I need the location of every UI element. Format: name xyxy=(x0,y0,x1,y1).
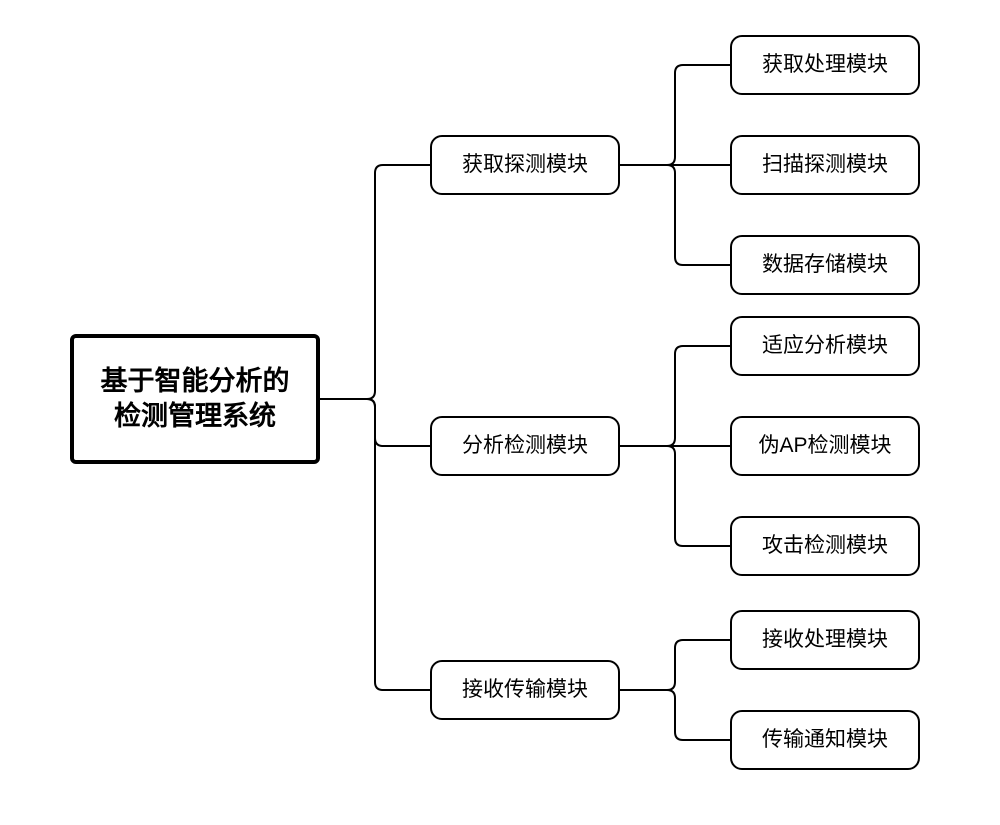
leaf-node-0: 获取处理模块 xyxy=(730,35,920,95)
mid-node-1-label: 分析检测模块 xyxy=(462,432,588,459)
mid-node-2-label: 接收传输模块 xyxy=(462,676,588,703)
leaf-node-3: 适应分析模块 xyxy=(730,316,920,376)
root-node-label: 基于智能分析的 检测管理系统 xyxy=(101,364,290,434)
leaf-node-3-label: 适应分析模块 xyxy=(762,332,888,359)
root-node: 基于智能分析的 检测管理系统 xyxy=(70,334,320,464)
leaf-node-1: 扫描探测模块 xyxy=(730,135,920,195)
connector xyxy=(320,165,430,399)
connector xyxy=(620,446,730,546)
connector xyxy=(620,640,730,690)
connector xyxy=(620,165,730,265)
leaf-node-5: 攻击检测模块 xyxy=(730,516,920,576)
leaf-node-7-label: 传输通知模块 xyxy=(762,726,888,753)
connector xyxy=(620,346,730,446)
leaf-node-6-label: 接收处理模块 xyxy=(762,626,888,653)
leaf-node-4: 伪AP检测模块 xyxy=(730,416,920,476)
leaf-node-0-label: 获取处理模块 xyxy=(762,51,888,78)
connector xyxy=(620,690,730,740)
leaf-node-6: 接收处理模块 xyxy=(730,610,920,670)
leaf-node-7: 传输通知模块 xyxy=(730,710,920,770)
leaf-node-4-label: 伪AP检测模块 xyxy=(758,432,891,459)
mid-node-0-label: 获取探测模块 xyxy=(462,151,588,178)
mid-node-2: 接收传输模块 xyxy=(430,660,620,720)
leaf-node-2: 数据存储模块 xyxy=(730,235,920,295)
connector xyxy=(320,399,430,690)
leaf-node-5-label: 攻击检测模块 xyxy=(762,532,888,559)
leaf-node-1-label: 扫描探测模块 xyxy=(762,151,888,178)
leaf-node-2-label: 数据存储模块 xyxy=(762,251,888,278)
diagram-canvas: 基于智能分析的 检测管理系统 获取探测模块分析检测模块接收传输模块 获取处理模块扫描… xyxy=(0,0,1000,825)
mid-node-1: 分析检测模块 xyxy=(430,416,620,476)
mid-node-0: 获取探测模块 xyxy=(430,135,620,195)
connector xyxy=(620,65,730,165)
